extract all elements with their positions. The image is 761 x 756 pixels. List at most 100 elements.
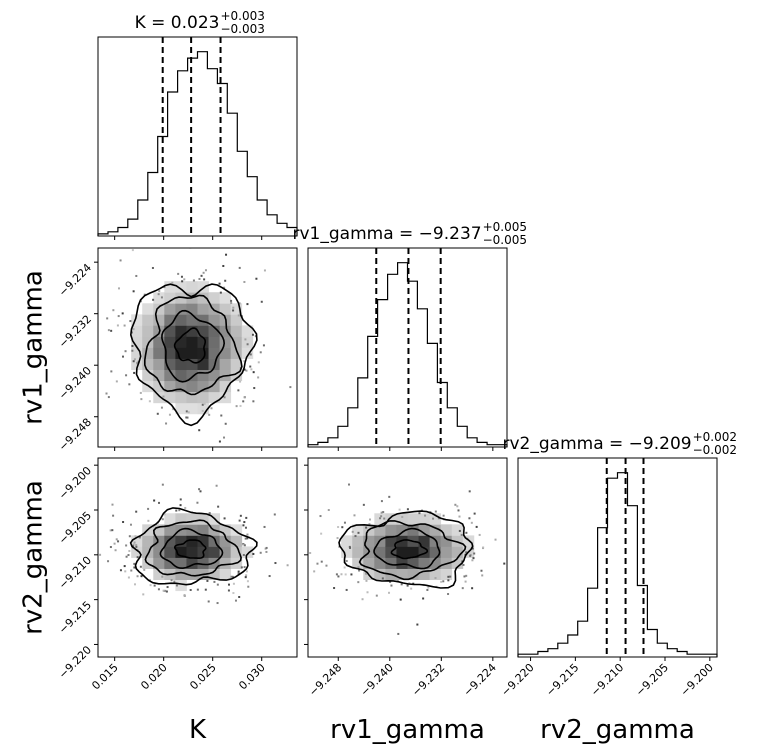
scatter-point: [135, 544, 138, 547]
scatter-point: [119, 259, 122, 262]
scatter-point: [245, 516, 248, 519]
density-cell: [396, 513, 408, 525]
scatter-point: [482, 546, 485, 549]
scatter-point: [153, 499, 156, 502]
scatter-point: [161, 575, 164, 578]
scatter-point: [265, 550, 268, 553]
scatter-point: [203, 278, 206, 281]
scatter-point: [165, 422, 168, 425]
density-cell: [219, 358, 232, 371]
density-cell: [230, 546, 243, 558]
scatter-point: [135, 274, 138, 277]
scatter-point: [201, 409, 204, 412]
contour-line: [373, 527, 441, 570]
scatter-point: [109, 529, 112, 532]
density-cell: [230, 336, 243, 348]
scatter-point: [437, 517, 440, 520]
density-cell: [175, 314, 187, 326]
density-cell: [131, 325, 143, 337]
scatter-point: [237, 570, 240, 573]
scatter-point: [265, 546, 268, 549]
scatter-point: [254, 335, 257, 338]
scatter-point: [181, 280, 184, 283]
density-cell: [208, 314, 221, 326]
scatter-point: [110, 329, 113, 332]
scatter-point: [133, 562, 136, 565]
scatter-point: [388, 591, 391, 594]
scatter-point: [213, 580, 216, 583]
scatter-point: [243, 544, 246, 547]
scatter-point: [219, 291, 222, 294]
scatter-point: [179, 498, 182, 501]
contours: [129, 283, 258, 427]
density-cell: [451, 557, 464, 569]
scatter-point: [132, 544, 135, 547]
scatter-point: [246, 580, 249, 583]
contour-line: [173, 327, 206, 364]
scatter-point: [117, 315, 120, 318]
scatter-point: [397, 632, 400, 635]
scatter-point: [475, 525, 478, 528]
scatter-point: [208, 512, 211, 515]
scatter-point: [416, 623, 419, 626]
scatter-point: [426, 588, 429, 591]
density-cell: [352, 546, 364, 558]
density-cell: [186, 347, 198, 359]
scatter-point: [251, 333, 254, 336]
scatter-point: [406, 508, 409, 511]
scatter-point: [220, 414, 223, 417]
density-cell: [352, 557, 364, 569]
scatter-point: [216, 583, 219, 586]
scatter-point: [224, 279, 227, 282]
scatter-point: [316, 562, 319, 565]
scatter-point: [245, 574, 248, 577]
density-cell: [153, 546, 165, 558]
panel-title-main: K = 0.023: [135, 13, 220, 33]
density-cell: [186, 369, 198, 382]
density-cell: [197, 557, 209, 569]
scatter-point: [289, 386, 292, 389]
density-cell: [164, 347, 176, 359]
density-cell: [186, 557, 198, 569]
scatter-point: [473, 512, 476, 515]
scatter-point: [119, 569, 122, 572]
scatter-point: [399, 598, 402, 601]
scatter-point: [259, 351, 262, 354]
density-cell: [131, 546, 143, 558]
scatter-point: [257, 361, 260, 364]
density-cell: [208, 303, 221, 315]
scatter-point: [185, 410, 188, 413]
scatter-point: [380, 515, 383, 518]
scatter-point: [107, 396, 110, 399]
scatter-point: [136, 556, 139, 559]
contours: [338, 510, 474, 589]
density-cell: [186, 358, 198, 371]
density-cell: [153, 535, 165, 547]
density-cell: [341, 546, 353, 558]
density-cell: [142, 314, 154, 326]
scatter-point: [274, 562, 277, 565]
density-cell: [142, 546, 154, 558]
density-cell: [418, 557, 431, 569]
scatter-point: [203, 402, 206, 405]
scatter-point: [246, 537, 249, 540]
density-cell: [407, 546, 419, 558]
density-cell: [186, 336, 198, 348]
density-cell: [142, 336, 154, 348]
scatter-point: [344, 573, 347, 576]
scatter-point: [109, 546, 112, 549]
scatter-point: [470, 521, 473, 524]
density-cell: [175, 336, 187, 348]
density-cell: [153, 336, 165, 348]
panel-title: rv1_gamma = −9.237 +0.005−0.005: [293, 220, 528, 247]
scatter-point: [210, 407, 213, 410]
scatter-point: [335, 573, 338, 576]
density-cell: [153, 358, 165, 371]
density-cell: [175, 303, 187, 315]
scatter-point: [227, 589, 230, 592]
scatter-point: [179, 504, 182, 507]
scatter-point: [418, 512, 421, 515]
scatter-point: [164, 589, 167, 592]
scatter-point: [462, 563, 465, 566]
scatter-point: [449, 575, 452, 578]
